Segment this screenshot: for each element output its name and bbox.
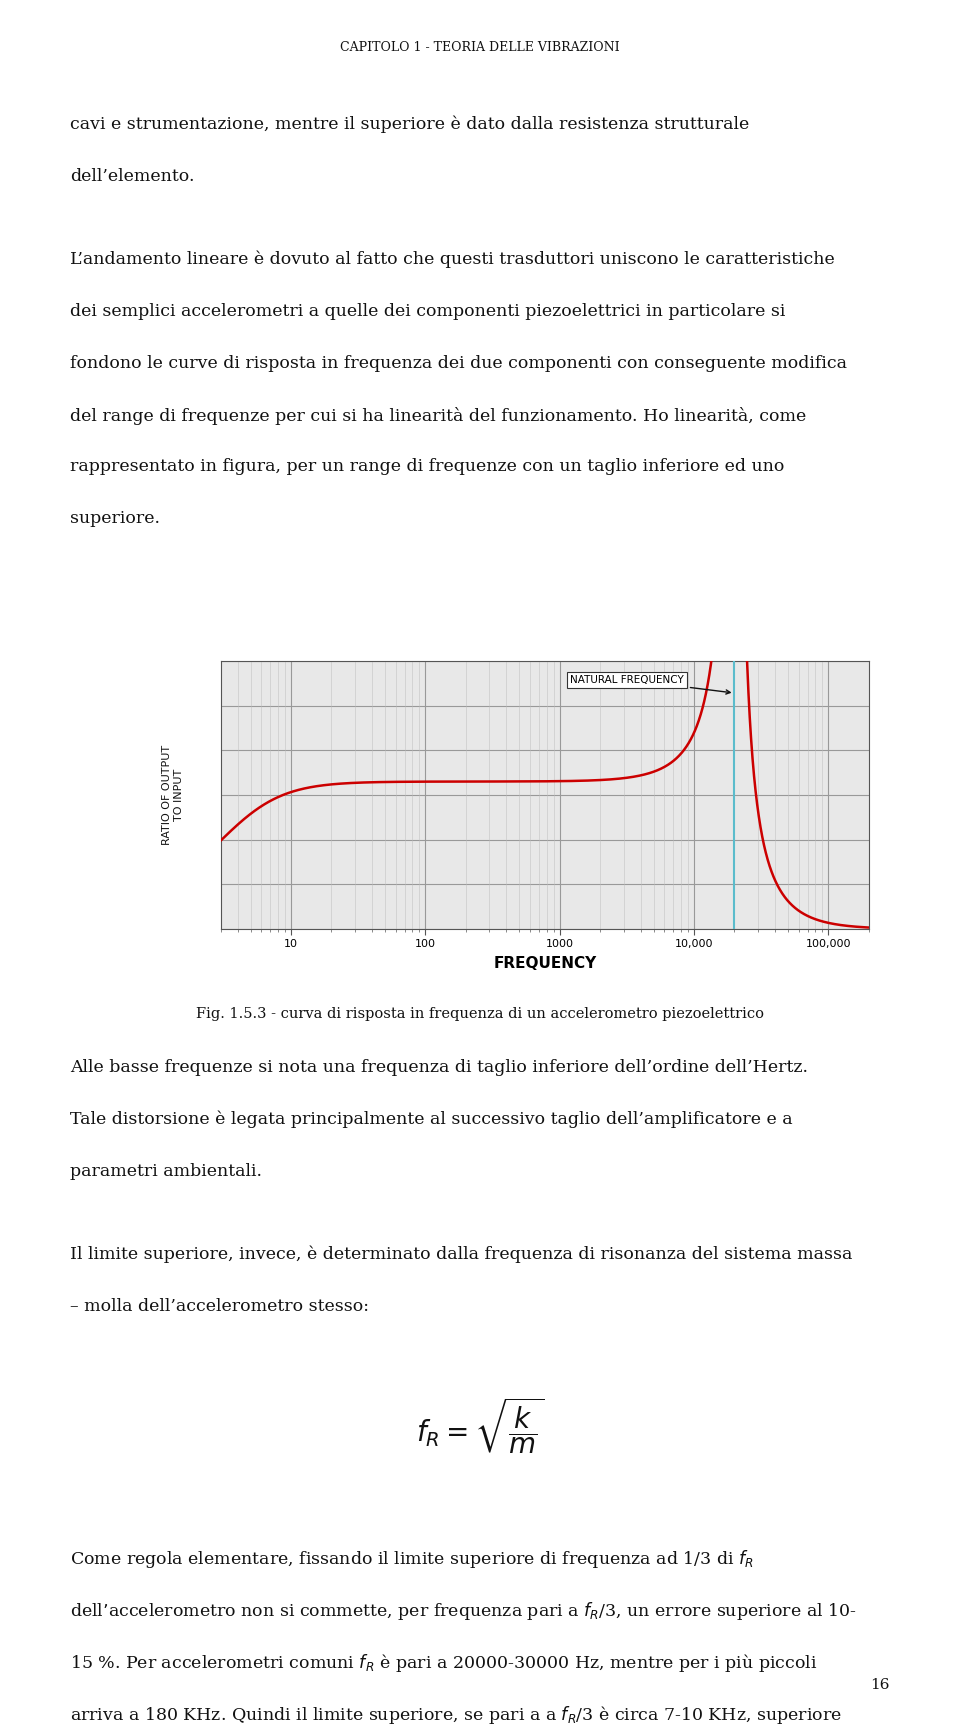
Text: $f_R = \sqrt{\dfrac{k}{m}}$: $f_R = \sqrt{\dfrac{k}{m}}$ bbox=[416, 1396, 544, 1457]
Text: parametri ambientali.: parametri ambientali. bbox=[70, 1163, 262, 1180]
Text: Tale distorsione è legata principalmente al successivo taglio dell’amplificatore: Tale distorsione è legata principalmente… bbox=[70, 1111, 793, 1128]
Text: 15 %. Per accelerometri comuni $f_R$ è pari a 20000-30000 Hz, mentre per i più p: 15 %. Per accelerometri comuni $f_R$ è p… bbox=[70, 1652, 818, 1675]
Text: L’andamento lineare è dovuto al fatto che questi trasduttori uniscono le caratte: L’andamento lineare è dovuto al fatto ch… bbox=[70, 251, 835, 268]
Text: Fig. 1.5.3 - curva di risposta in frequenza di un accelerometro piezoelettrico: Fig. 1.5.3 - curva di risposta in freque… bbox=[196, 1007, 764, 1021]
Text: 16: 16 bbox=[871, 1678, 890, 1692]
Text: dell’accelerometro non si commette, per frequenza pari a $f_R$/3, un errore supe: dell’accelerometro non si commette, per … bbox=[70, 1600, 856, 1623]
Text: dell’elemento.: dell’elemento. bbox=[70, 168, 195, 185]
Text: cavi e strumentazione, mentre il superiore è dato dalla resistenza strutturale: cavi e strumentazione, mentre il superio… bbox=[70, 116, 750, 133]
Text: arriva a 180 KHz. Quindi il limite superiore, se pari a a $f_R$/3 è circa 7-10 K: arriva a 180 KHz. Quindi il limite super… bbox=[70, 1704, 842, 1727]
X-axis label: FREQUENCY: FREQUENCY bbox=[493, 957, 596, 971]
Text: RATIO OF OUTPUT
TO INPUT: RATIO OF OUTPUT TO INPUT bbox=[162, 746, 183, 844]
Text: Come regola elementare, fissando il limite superiore di frequenza ad 1/3 di $f_R: Come regola elementare, fissando il limi… bbox=[70, 1548, 754, 1571]
Text: CAPITOLO 1 - TEORIA DELLE VIBRAZIONI: CAPITOLO 1 - TEORIA DELLE VIBRAZIONI bbox=[340, 40, 620, 54]
Text: rappresentato in figura, per un range di frequenze con un taglio inferiore ed un: rappresentato in figura, per un range di… bbox=[70, 458, 784, 476]
Text: Il limite superiore, invece, è determinato dalla frequenza di risonanza del sist: Il limite superiore, invece, è determina… bbox=[70, 1246, 852, 1263]
Text: fondono le curve di risposta in frequenza dei due componenti con conseguente mod: fondono le curve di risposta in frequenz… bbox=[70, 355, 847, 372]
Text: Alle basse frequenze si nota una frequenza di taglio inferiore dell’ordine dell’: Alle basse frequenze si nota una frequen… bbox=[70, 1059, 808, 1076]
Text: NATURAL FREQUENCY: NATURAL FREQUENCY bbox=[570, 675, 731, 694]
Text: – molla dell’accelerometro stesso:: – molla dell’accelerometro stesso: bbox=[70, 1298, 369, 1315]
Text: dei semplici accelerometri a quelle dei componenti piezoelettrici in particolare: dei semplici accelerometri a quelle dei … bbox=[70, 303, 785, 320]
Text: del range di frequenze per cui si ha linearità del funzionamento. Ho linearità, : del range di frequenze per cui si ha lin… bbox=[70, 407, 806, 424]
Text: superiore.: superiore. bbox=[70, 510, 160, 528]
